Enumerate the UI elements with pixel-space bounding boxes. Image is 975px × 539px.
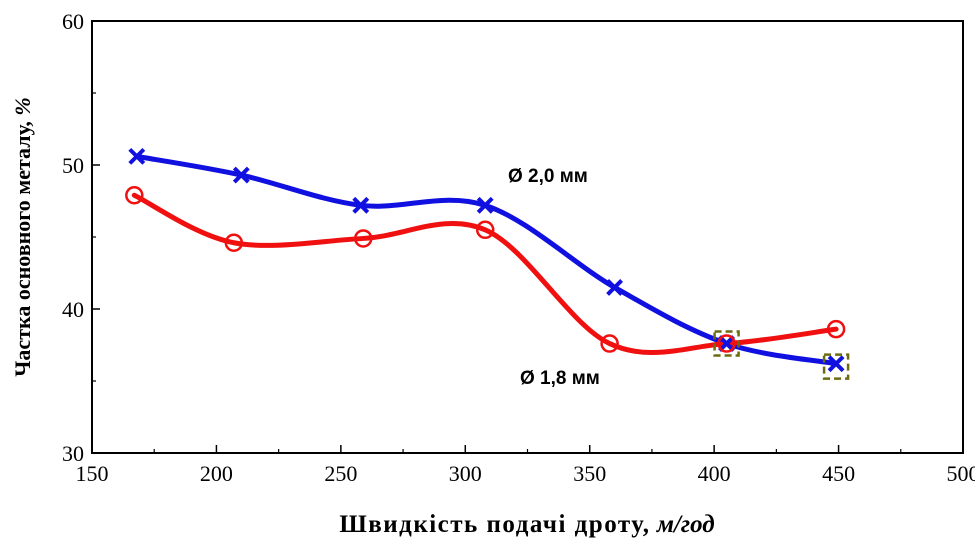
x-tick-label: 300: [449, 461, 482, 486]
x-axis-title: Швидкість подачі дроту, м/год: [339, 511, 714, 538]
data-point-circle: [717, 334, 736, 353]
highlight-box: [822, 353, 850, 380]
series-label-2-0: Ø 2,0 мм: [508, 166, 588, 187]
data-point-circle: [354, 229, 373, 248]
highlight-box: [713, 330, 740, 357]
data-point-circle: [475, 220, 495, 240]
y-tick-labels: 30 40 50 60: [62, 9, 84, 466]
data-point-x: [606, 278, 624, 296]
y-tick-label: 60: [62, 9, 84, 34]
axis-ticks: [91, 20, 964, 454]
y-axis-unit: %: [10, 97, 35, 115]
highlight-boxes: [713, 330, 850, 380]
data-point-x: [718, 335, 735, 352]
x-marker-stroke: [128, 147, 146, 165]
data-point-x: [128, 147, 146, 165]
x-tick-label: 350: [573, 461, 606, 486]
x-marker-stroke: [352, 196, 370, 214]
y-tick-label: 30: [62, 441, 84, 466]
series-markers: [125, 147, 846, 373]
x-marker-stroke: [232, 166, 250, 184]
data-point-x: [827, 355, 845, 373]
series-label-1-8: Ø 1,8 мм: [520, 368, 600, 389]
x-marker-stroke: [718, 335, 735, 352]
data-point-circle: [224, 233, 244, 253]
y-axis-label: Частка основного металу,: [10, 121, 35, 377]
y-axis-title: Частка основного металу, %: [10, 97, 35, 376]
x-tick-label: 450: [822, 461, 855, 486]
data-point-x: [232, 166, 250, 184]
x-axis-unit: м/год: [656, 511, 715, 538]
y-tick-label: 50: [62, 153, 84, 178]
data-point-x: [476, 196, 494, 214]
data-point-circle: [826, 319, 846, 339]
x-tick-label: 250: [324, 461, 357, 486]
data-point-circle: [600, 334, 619, 353]
x-tick-label: 150: [76, 461, 109, 486]
x-tick-label: 400: [698, 461, 731, 486]
series-line-1: [131, 192, 839, 356]
x-axis-label: Швидкість подачі дроту,: [339, 511, 650, 538]
data-point-circle: [125, 185, 144, 205]
x-marker-stroke: [827, 355, 845, 373]
y-tick-label: 40: [62, 297, 84, 322]
x-tick-label: 200: [200, 461, 233, 486]
data-point-x: [352, 196, 370, 214]
x-marker-stroke: [476, 196, 494, 214]
x-marker-stroke: [606, 278, 624, 296]
x-tick-labels: 150 200 250 300 350 400 450 500: [76, 461, 975, 486]
x-tick-label: 500: [947, 461, 975, 486]
